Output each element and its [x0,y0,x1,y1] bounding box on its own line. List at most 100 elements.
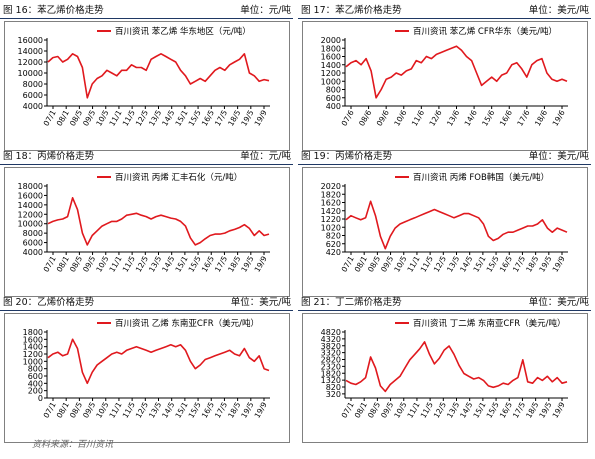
y-tick-label: 600 [326,94,341,103]
x-tick-label: 15/1 [471,400,487,419]
x-tick-label: 19/9 [551,254,567,273]
chart-legend: 百川资讯 乙烯 东南亚CFR（美元/吨） [97,318,259,329]
x-tick-label: 12/5 [432,400,448,419]
x-tick-label: 11/5 [121,400,137,419]
y-tick-label: 0 [38,394,43,403]
x-tick-label: 14/5 [160,108,176,127]
x-tick-label: 08/1 [353,254,369,273]
y-tick-label: 2000 [321,36,341,45]
x-tick-label: 15/5 [485,254,501,273]
y-tick-label: 4320 [321,335,341,344]
figure-caption: 图 21：丁二烯价格走势 单位：美元/吨 [298,296,591,311]
x-tick-label: 15/1 [173,400,189,419]
x-tick-label: 19/9 [253,400,269,419]
x-tick-label: 10/5 [94,108,110,127]
x-tick-label: 12/5 [134,108,150,127]
source-note: 资料来源：百川资讯 [32,440,114,450]
figure-unit: 单位：美元/吨 [528,297,589,308]
series-line [345,200,568,250]
x-tick-label: 18/5 [524,400,540,419]
x-tick-label: 12/5 [432,254,448,273]
y-tick-label: 420 [326,248,341,257]
x-tick-label: 11/5 [419,254,435,273]
x-tick-label: 11/1 [107,400,123,419]
x-tick-label: 13/5 [445,400,461,419]
x-tick-label: 07/1 [42,400,58,419]
x-tick-label: 16/5 [498,400,514,419]
legend-label: 百川资讯 乙烯 东南亚CFR（美元/吨） [115,318,259,329]
y-tick-label: 400 [326,102,341,111]
x-tick-label: 18/5 [226,400,242,419]
y-tick-label: 1620 [321,199,341,208]
x-tick-label: 17/5 [511,400,527,419]
x-tick-label: 11/6 [410,108,426,127]
y-tick-label: 620 [326,240,341,249]
chart-legend: 百川资讯 苯乙烯 CFR华东（美元/吨） [395,26,557,37]
x-tick-label: 14/5 [160,254,176,273]
x-tick-label: 08/5 [68,108,84,127]
x-tick-label: 09/5 [81,254,97,273]
x-tick-label: 08/1 [55,108,71,127]
x-tick-label: 08/5 [68,400,84,419]
chart-panel-18: 图 18：丙烯价格走势 单位：元/吨 百川资讯 丙烯 汇丰石化（元/吨） 1800… [0,150,296,297]
figure-title: 图 18：丙烯价格走势 [3,151,95,162]
figure-unit: 单位：美元/吨 [230,297,291,308]
y-tick-label: 2320 [321,362,341,371]
chart-panel-21: 图 21：丁二烯价格走势 单位：美元/吨 百川资讯 丁二烯 东南亚CFR（美元/… [298,296,594,443]
y-tick-label: 14000 [18,47,43,56]
x-tick-label: 18/5 [524,254,540,273]
y-tick-label: 1200 [321,69,341,78]
x-tick-label: 16/5 [200,400,216,419]
y-tick-label: 1020 [321,223,341,232]
x-tick-label: 07/6 [340,108,356,127]
figure-title: 图 20：乙烯价格走势 [3,297,95,308]
y-tick-label: 8000 [23,229,43,238]
chart-legend: 百川资讯 丙烯 FOB韩国（美元/吨） [395,172,549,183]
series-line [47,196,270,246]
x-tick-label: 10/5 [94,254,110,273]
x-tick-label: 16/6 [498,108,514,127]
y-tick-label: 1600 [321,53,341,62]
x-tick-label: 19/5 [239,254,255,273]
y-tick-label: 820 [326,383,341,392]
y-tick-label: 12000 [18,58,43,67]
series-line [47,52,270,99]
chart-frame: 百川资讯 丙烯 FOB韩国（美元/吨） 2020 1820 1620 1420 1220 1… [302,167,588,297]
x-tick-label: 18/5 [226,108,242,127]
x-tick-label: 15/5 [187,108,203,127]
figure-unit: 单位：美元/吨 [528,5,589,16]
figure-caption: 图 20：乙烯价格走势 单位：美元/吨 [0,296,293,311]
y-tick-label: 400 [28,379,43,388]
x-tick-label: 11/1 [405,400,421,419]
x-tick-label: 13/5 [445,254,461,273]
chart-panel-16: 图 16：苯乙烯价格走势 单位：元/吨 百川资讯 苯乙烯 华东地区（元/吨） 16… [0,4,296,151]
figure-unit: 单位：美元/吨 [528,151,589,162]
line-chart: 百川资讯 苯乙烯 华东地区（元/吨） 16000 14000 12000 10000 80… [18,26,270,128]
legend-label: 百川资讯 丙烯 汇丰石化（元/吨） [115,172,242,183]
series-line [47,338,270,385]
line-chart: 百川资讯 丁二烯 东南亚CFR（美元/吨） 4820432038203320282… [321,318,568,420]
x-tick-label: 15/5 [187,400,203,419]
figure-title: 图 19：丙烯价格走势 [301,151,393,162]
x-tick-label: 17/6 [515,108,531,127]
x-tick-label: 15/5 [485,400,501,419]
x-tick-label: 11/5 [121,254,137,273]
x-tick-label: 17/5 [213,254,229,273]
x-tick-label: 08/6 [357,108,373,127]
chart-legend: 百川资讯 丙烯 汇丰石化（元/吨） [97,172,242,183]
figure-title: 图 16：苯乙烯价格走势 [3,5,104,16]
y-tick-label: 800 [28,365,43,374]
x-tick-label: 18/5 [226,254,242,273]
x-tick-label: 19/9 [253,254,269,273]
y-tick-label: 8000 [23,80,43,89]
legend-label: 百川资讯 丁二烯 东南亚CFR（美元/吨） [413,318,566,329]
legend-label: 百川资讯 苯乙烯 华东地区（元/吨） [115,26,251,37]
x-tick-label: 08/1 [353,400,369,419]
x-tick-label: 13/5 [147,254,163,273]
y-tick-label: 1420 [321,207,341,216]
x-tick-label: 16/5 [498,254,514,273]
y-tick-label: 4000 [23,102,43,111]
x-tick-label: 17/5 [511,254,527,273]
x-tick-label: 14/5 [458,400,474,419]
x-tick-label: 13/5 [147,400,163,419]
